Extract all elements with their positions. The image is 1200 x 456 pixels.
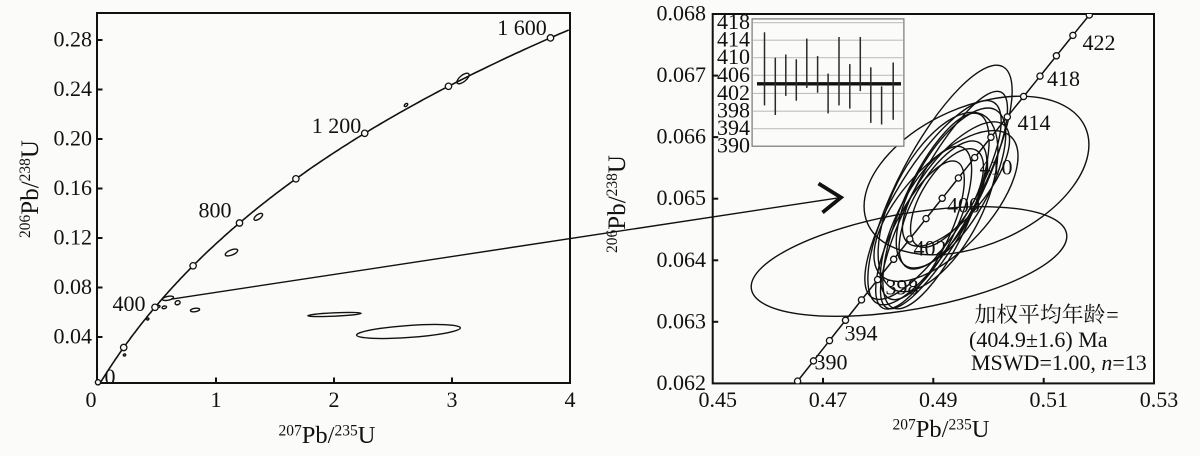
svg-text:398: 398	[717, 98, 750, 123]
svg-text:390: 390	[815, 350, 848, 375]
svg-text:0.47: 0.47	[809, 387, 848, 412]
svg-text:414: 414	[1018, 110, 1051, 135]
svg-text:0.04: 0.04	[54, 324, 93, 349]
svg-text:0.49: 0.49	[919, 387, 958, 412]
svg-text:400: 400	[113, 291, 146, 316]
svg-text:394: 394	[717, 115, 750, 140]
svg-text:0.068: 0.068	[657, 1, 707, 26]
svg-text:0.24: 0.24	[54, 76, 93, 101]
svg-text:0.066: 0.066	[657, 124, 707, 149]
svg-text:207Pb/235U: 207Pb/235U	[279, 422, 376, 449]
svg-text:402: 402	[717, 80, 750, 105]
svg-text:206Pb/238U: 206Pb/238U	[604, 155, 631, 253]
svg-text:207Pb/235U: 207Pb/235U	[893, 416, 990, 443]
svg-text:0.51: 0.51	[1029, 387, 1068, 412]
svg-text:0.08: 0.08	[54, 274, 93, 299]
svg-text:0.53: 0.53	[1140, 387, 1179, 412]
svg-text:402: 402	[914, 236, 947, 261]
svg-text:0: 0	[105, 364, 116, 389]
svg-text:410: 410	[980, 155, 1013, 180]
svg-text:0: 0	[86, 387, 97, 412]
svg-text:400: 400	[947, 193, 980, 218]
svg-text:0.065: 0.065	[657, 185, 707, 210]
svg-text:2: 2	[329, 387, 340, 412]
svg-text:414: 414	[717, 27, 750, 52]
svg-text:0.20: 0.20	[54, 126, 93, 151]
svg-text:1 200: 1 200	[312, 113, 362, 138]
svg-text:418: 418	[717, 9, 750, 34]
svg-text:3: 3	[447, 387, 458, 412]
svg-text:=: =	[1106, 302, 1118, 327]
svg-text:4: 4	[565, 387, 576, 412]
svg-text:0.45: 0.45	[698, 387, 737, 412]
svg-text:1 600: 1 600	[497, 15, 547, 40]
svg-text:406: 406	[717, 62, 750, 87]
svg-text:(404.9±1.6) Ma: (404.9±1.6) Ma	[969, 327, 1108, 352]
svg-text:410: 410	[717, 44, 750, 69]
svg-text:390: 390	[717, 133, 750, 158]
svg-text:0.16: 0.16	[54, 175, 93, 200]
svg-text:422: 422	[1083, 30, 1116, 55]
svg-text:800: 800	[199, 198, 232, 223]
svg-text:206Pb/238U: 206Pb/238U	[17, 140, 44, 238]
svg-text:0.062: 0.062	[657, 370, 707, 395]
svg-text:0.067: 0.067	[657, 62, 707, 87]
svg-text:418: 418	[1047, 66, 1080, 91]
svg-text:0.063: 0.063	[657, 308, 707, 333]
svg-text:398: 398	[886, 275, 919, 300]
svg-text:0.12: 0.12	[54, 225, 93, 250]
svg-text:0.064: 0.064	[657, 247, 707, 272]
svg-text:394: 394	[845, 321, 878, 346]
svg-text:0.28: 0.28	[54, 27, 93, 52]
svg-text:1: 1	[211, 387, 222, 412]
svg-text:MSWD=1.00, n=13: MSWD=1.00, n=13	[971, 350, 1147, 375]
